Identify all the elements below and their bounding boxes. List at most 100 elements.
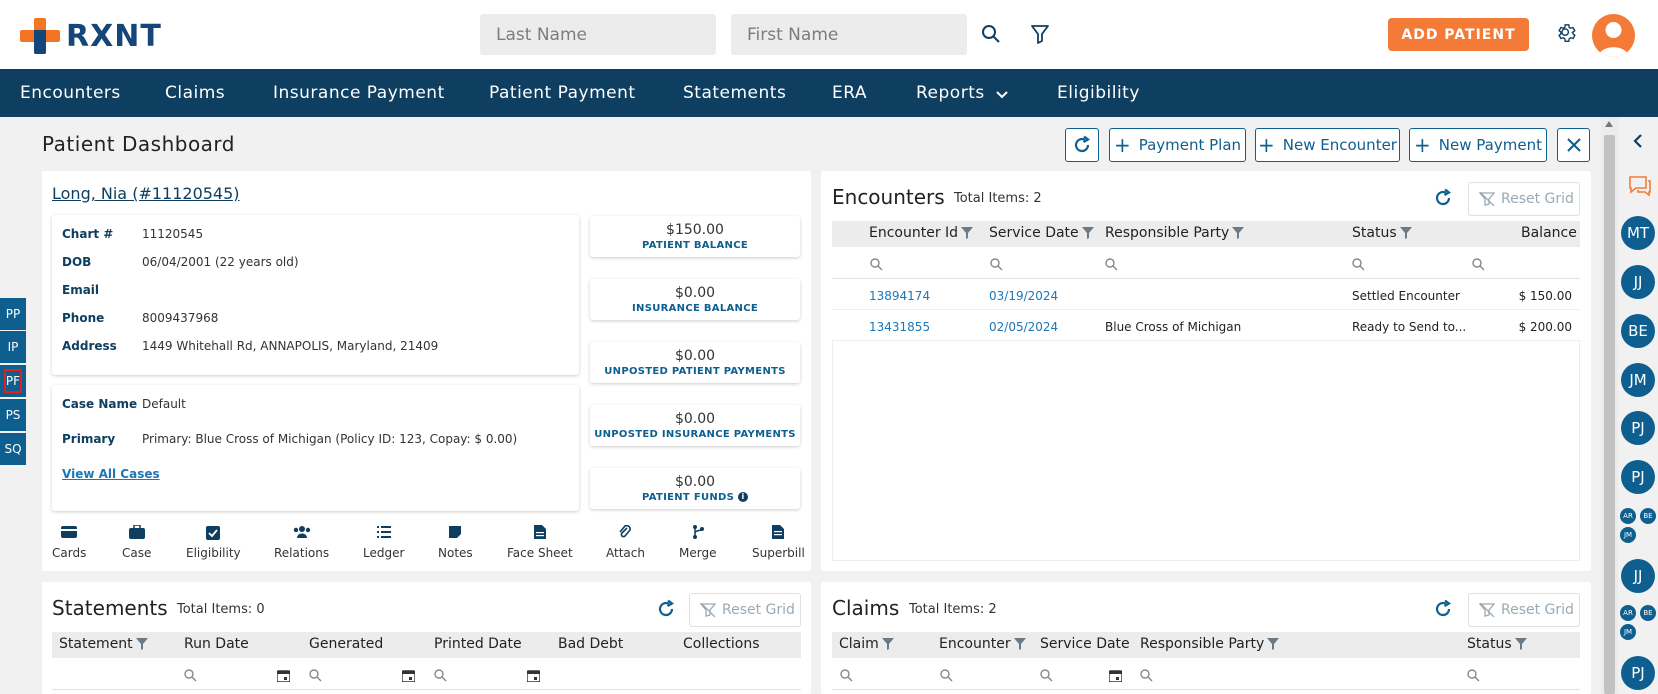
- avatar[interactable]: MT: [1621, 216, 1655, 250]
- add-patient-button[interactable]: ADD PATIENT: [1388, 18, 1529, 51]
- avatar[interactable]: BE: [1621, 314, 1655, 348]
- side-tab-pf[interactable]: PF: [0, 365, 26, 397]
- col-statement[interactable]: Statement: [59, 636, 148, 652]
- col-encounter[interactable]: Encounter: [939, 636, 1026, 652]
- close-button[interactable]: [1557, 128, 1590, 162]
- col-bad-debt[interactable]: Bad Debt: [558, 636, 624, 652]
- nav-era[interactable]: ERA: [832, 83, 867, 103]
- search-icon[interactable]: [309, 667, 322, 686]
- col-encounter-id[interactable]: Encounter Id: [869, 225, 974, 241]
- side-tab-ip[interactable]: IP: [0, 331, 26, 363]
- side-tab-ps[interactable]: PS: [0, 399, 26, 431]
- col-service-date[interactable]: Service Date: [989, 225, 1094, 241]
- statements-reset-grid-button[interactable]: Reset Grid: [689, 593, 801, 627]
- search-icon[interactable]: [434, 667, 447, 686]
- view-all-cases-link[interactable]: View All Cases: [62, 467, 160, 481]
- first-name-input[interactable]: [731, 14, 967, 55]
- face-sheet-action[interactable]: Face Sheet: [507, 524, 573, 560]
- refresh-button[interactable]: [1065, 128, 1099, 162]
- attach-action[interactable]: Attach: [606, 524, 645, 560]
- search-icon[interactable]: [1352, 256, 1365, 275]
- search-icon[interactable]: [1140, 667, 1153, 686]
- side-tab-sq[interactable]: SQ: [0, 433, 26, 465]
- search-icon[interactable]: [1472, 256, 1485, 275]
- nav-claims[interactable]: Claims: [165, 83, 226, 103]
- search-icon[interactable]: [977, 20, 1005, 48]
- search-icon[interactable]: [840, 667, 853, 686]
- col-claim-service-date[interactable]: Service Date: [1040, 636, 1130, 652]
- col-generated[interactable]: Generated: [309, 636, 384, 652]
- nav-encounters[interactable]: Encounters: [20, 83, 121, 103]
- refresh-icon[interactable]: [1433, 599, 1453, 623]
- user-avatar[interactable]: [1592, 14, 1635, 57]
- claims-reset-grid-button[interactable]: Reset Grid: [1468, 593, 1580, 627]
- group-avatar[interactable]: JM: [1620, 527, 1636, 543]
- group-avatar[interactable]: JM: [1620, 624, 1636, 640]
- merge-action[interactable]: Merge: [679, 524, 716, 560]
- notes-action[interactable]: Notes: [438, 524, 473, 560]
- avatar[interactable]: PJ: [1621, 460, 1655, 494]
- avatar[interactable]: PJ: [1621, 656, 1655, 690]
- search-icon[interactable]: [1040, 667, 1053, 686]
- refresh-icon[interactable]: [656, 599, 676, 623]
- calendar-icon[interactable]: [526, 667, 541, 686]
- calendar-icon[interactable]: [1108, 667, 1123, 686]
- filter-icon[interactable]: [1026, 20, 1054, 48]
- group-avatar[interactable]: BE: [1640, 605, 1656, 621]
- encounter-id-link[interactable]: 13431855: [869, 320, 931, 334]
- table-row[interactable]: 13431855 02/05/2024 Blue Cross of Michig…: [832, 311, 1580, 341]
- search-icon[interactable]: [990, 256, 1003, 275]
- col-claim-status[interactable]: Status: [1467, 636, 1527, 652]
- side-tab-pp[interactable]: PP: [0, 298, 26, 330]
- scrollbar-thumb[interactable]: [1604, 135, 1615, 694]
- col-run-date[interactable]: Run Date: [184, 636, 249, 652]
- service-date-link[interactable]: 03/19/2024: [989, 289, 1059, 303]
- encounter-id-link[interactable]: 13894174: [869, 289, 931, 303]
- col-status[interactable]: Status: [1352, 225, 1412, 241]
- col-balance[interactable]: Balance: [1521, 225, 1577, 241]
- calendar-icon[interactable]: [276, 667, 291, 686]
- col-responsible-party[interactable]: Responsible Party: [1105, 225, 1245, 241]
- service-date-link[interactable]: 02/05/2024: [989, 320, 1059, 334]
- info-icon[interactable]: i: [737, 492, 748, 502]
- chevron-down-icon[interactable]: [996, 85, 1008, 105]
- col-collections[interactable]: Collections: [683, 636, 760, 652]
- table-row[interactable]: 13894174 03/19/2024 Settled Encounter $ …: [832, 280, 1580, 310]
- case-action[interactable]: Case: [122, 524, 151, 560]
- search-icon[interactable]: [870, 256, 883, 275]
- nav-statements[interactable]: Statements: [683, 83, 787, 103]
- encounters-reset-grid-button[interactable]: Reset Grid: [1468, 182, 1580, 216]
- nav-patient-payment[interactable]: Patient Payment: [489, 83, 636, 103]
- nav-insurance-payment[interactable]: Insurance Payment: [273, 83, 445, 103]
- rxnt-logo[interactable]: RXNT: [20, 16, 162, 56]
- nav-reports[interactable]: Reports: [916, 83, 985, 103]
- avatar[interactable]: JJ: [1621, 265, 1655, 299]
- nav-eligibility[interactable]: Eligibility: [1057, 83, 1140, 103]
- eligibility-action[interactable]: Eligibility: [186, 524, 241, 560]
- group-avatar[interactable]: AR: [1620, 605, 1636, 621]
- ledger-action[interactable]: Ledger: [363, 524, 404, 560]
- group-avatar[interactable]: AR: [1620, 508, 1636, 524]
- search-icon[interactable]: [1105, 256, 1118, 275]
- new-encounter-button[interactable]: + New Encounter: [1255, 128, 1400, 162]
- page-scrollbar[interactable]: [1601, 117, 1618, 694]
- relations-action[interactable]: Relations: [274, 524, 329, 560]
- new-payment-button[interactable]: + New Payment: [1409, 128, 1547, 162]
- gear-icon[interactable]: [1553, 19, 1581, 47]
- payment-plan-button[interactable]: + Payment Plan: [1109, 128, 1246, 162]
- patient-name-link[interactable]: Long, Nia (#11120545): [52, 184, 240, 203]
- search-icon[interactable]: [1467, 667, 1480, 686]
- last-name-input[interactable]: [480, 14, 716, 55]
- search-icon[interactable]: [184, 667, 197, 686]
- col-claim[interactable]: Claim: [839, 636, 894, 652]
- chevron-left-icon[interactable]: [1633, 133, 1643, 152]
- avatar[interactable]: JJ: [1621, 559, 1655, 593]
- calendar-icon[interactable]: [401, 667, 416, 686]
- scroll-up-arrow[interactable]: [1605, 121, 1613, 127]
- avatar[interactable]: JM: [1621, 363, 1655, 397]
- refresh-icon[interactable]: [1433, 188, 1453, 212]
- group-avatar[interactable]: BE: [1640, 508, 1656, 524]
- search-icon[interactable]: [940, 667, 953, 686]
- col-claim-responsible-party[interactable]: Responsible Party: [1140, 636, 1280, 652]
- superbill-action[interactable]: Superbill: [752, 524, 805, 560]
